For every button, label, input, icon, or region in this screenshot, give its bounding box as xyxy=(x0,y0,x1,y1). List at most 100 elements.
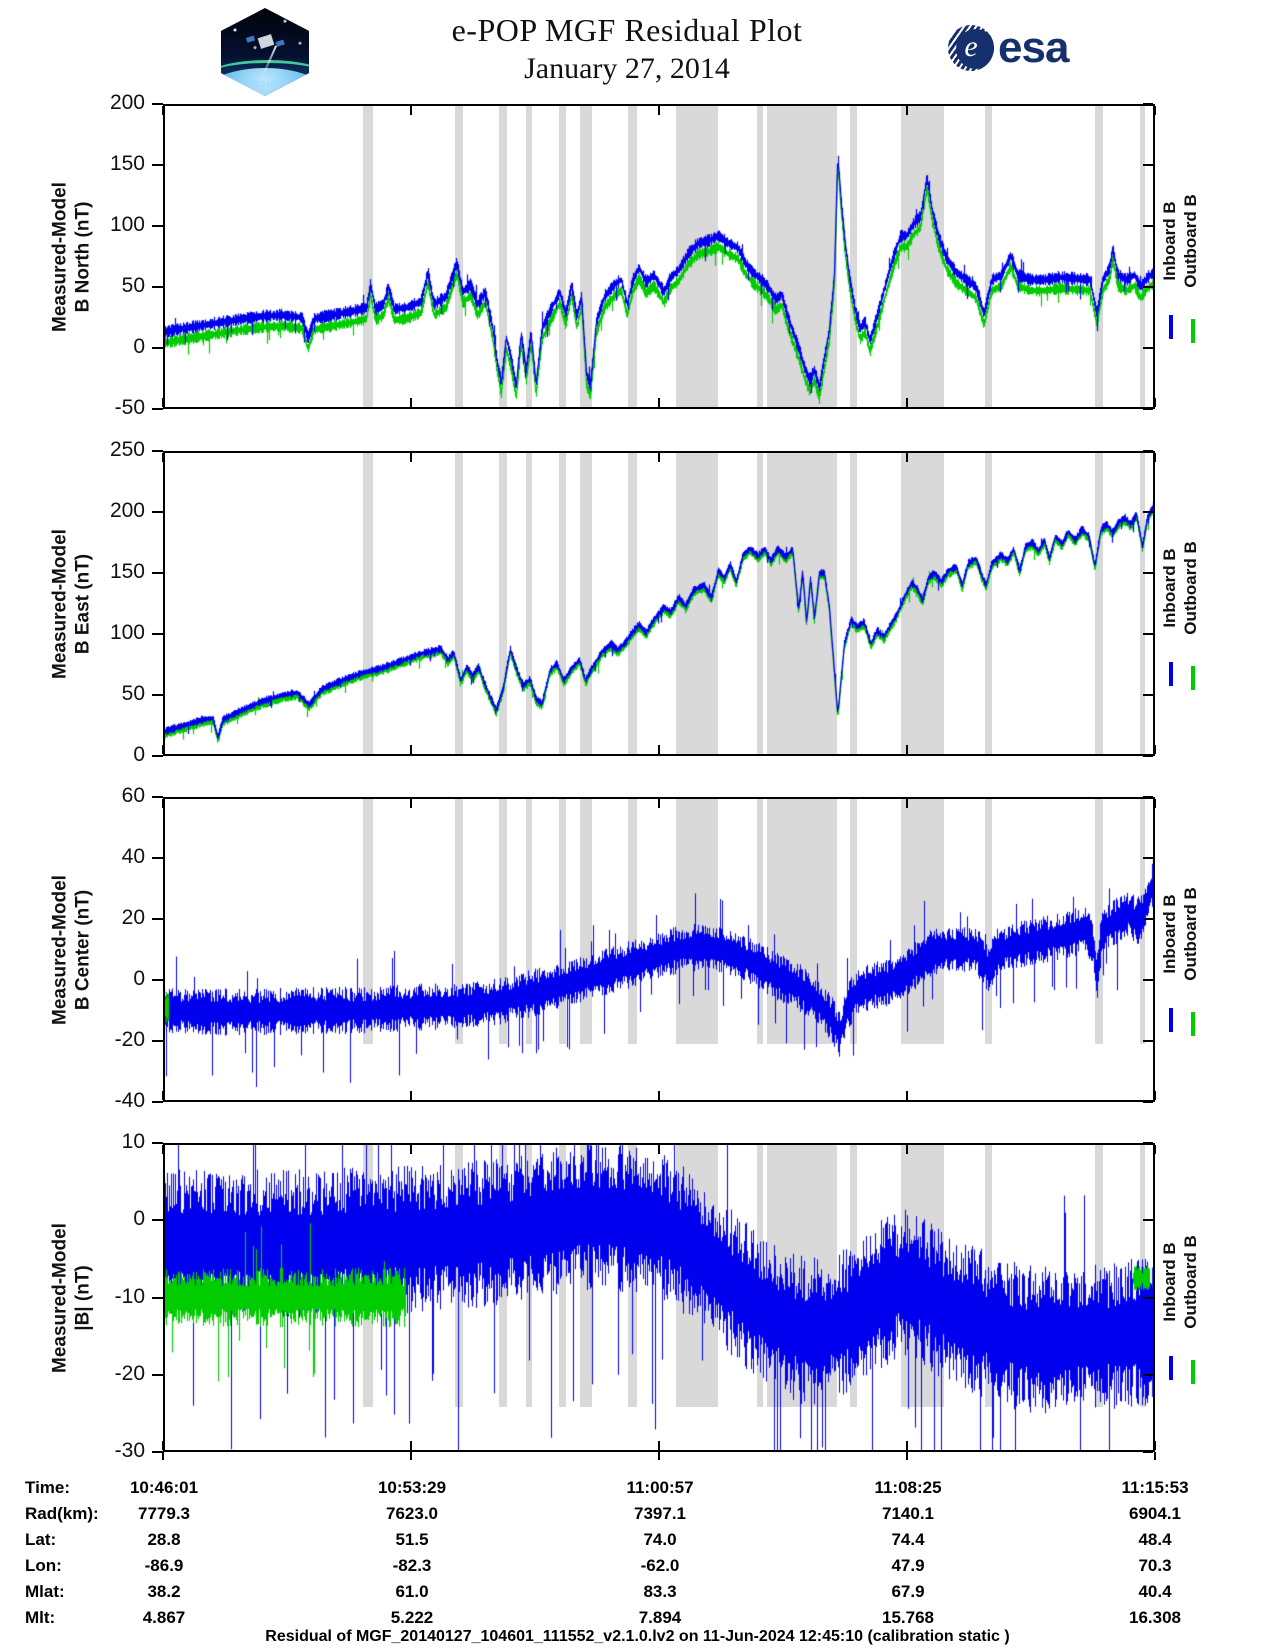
table-cell: 74.4 xyxy=(891,1530,925,1549)
legend-marker-outboard xyxy=(1191,1011,1195,1036)
y-tick-mark-right xyxy=(1143,1451,1153,1453)
x-tick-mark-bottom xyxy=(906,1441,908,1450)
x-tick-mark-outer xyxy=(1154,1452,1156,1460)
y-tick-mark-right xyxy=(1143,572,1153,574)
y-tick-mark-right xyxy=(1143,286,1153,288)
x-tick-mark-bottom xyxy=(410,1441,412,1450)
y-tick-mark-right xyxy=(1143,164,1153,166)
x-tick-mark-top xyxy=(410,1145,412,1154)
x-tick-mark-bottom xyxy=(410,1091,412,1100)
series-canvas-b-center xyxy=(163,797,1155,1102)
y-tick-label: 0 xyxy=(133,967,145,990)
x-tick-mark-outer xyxy=(658,1452,660,1460)
x-tick-mark-top xyxy=(906,1145,908,1154)
series-canvas-b-magnitude xyxy=(163,1143,1155,1452)
table-cell: 48.4 xyxy=(1138,1530,1172,1549)
y-tick-label: 150 xyxy=(109,560,145,583)
y-tick-mark xyxy=(152,164,163,166)
y-tick-label: 200 xyxy=(109,91,145,114)
esa-globe-icon: e xyxy=(948,25,994,71)
legend-marker-outboard xyxy=(1191,1359,1195,1384)
x-tick-mark-outer xyxy=(410,1452,412,1460)
table-cell: 70.3 xyxy=(1138,1556,1172,1575)
y-tick-mark xyxy=(152,1373,163,1376)
cassiope-patch-label: CASSIOPE xyxy=(240,80,290,89)
axes-frame xyxy=(163,451,1155,756)
x-tick-mark-bottom xyxy=(410,398,412,407)
y-tick-mark xyxy=(152,450,163,452)
x-tick-mark-top xyxy=(1154,1145,1156,1154)
x-tick-mark-top xyxy=(906,799,908,808)
table-cell: 74.0 xyxy=(643,1530,677,1549)
table-row-label: Lon: xyxy=(25,1556,62,1575)
x-tick-mark-top xyxy=(162,453,164,462)
y-tick-mark-right xyxy=(1143,225,1153,227)
y-tick-label: -30 xyxy=(114,1439,145,1462)
y-tick-mark xyxy=(152,694,163,696)
y-tick-label: 100 xyxy=(109,621,145,644)
series-canvas-b-east xyxy=(163,451,1155,756)
table-row-label: Mlat: xyxy=(25,1582,65,1601)
y-tick-mark xyxy=(152,633,163,635)
x-tick-mark-top xyxy=(906,106,908,115)
x-tick-mark-bottom xyxy=(906,398,908,407)
y-tick-label: -10 xyxy=(114,1284,145,1308)
table-cell: 67.9 xyxy=(891,1582,925,1601)
table-cell: 28.8 xyxy=(147,1530,181,1549)
panel-b-center: 60 40 20 0 -20 -40 Measured-Model B Center (nT)… xyxy=(49,784,1200,1112)
y-tick-label: 200 xyxy=(109,499,145,522)
y-tick-mark xyxy=(152,1219,163,1222)
y-tick-label: 40 xyxy=(121,845,145,868)
axes-frame xyxy=(163,1143,1155,1452)
x-tick-mark-bottom xyxy=(1154,1091,1156,1100)
y-tick-label: 10 xyxy=(121,1130,145,1153)
y-tick-mark xyxy=(152,1101,163,1103)
y-tick-mark-right xyxy=(1143,450,1153,452)
y-tick-mark-right xyxy=(1143,633,1153,635)
footer-caption: Residual of MGF_20140127_104601_111552_v… xyxy=(265,1628,1010,1645)
table-cell: 61.0 xyxy=(395,1582,429,1601)
x-tick-mark-bottom xyxy=(162,1441,164,1450)
table-cell: 4.867 xyxy=(142,1608,186,1627)
x-tick-mark-bottom xyxy=(658,745,660,754)
y-tick-mark xyxy=(152,1040,163,1042)
y-tick-mark xyxy=(152,1451,163,1453)
x-tick-mark-bottom xyxy=(1154,745,1156,754)
y-tick-label: 0 xyxy=(133,743,145,766)
page-date: January 27, 2014 xyxy=(524,52,730,85)
y-tick-mark xyxy=(152,979,163,981)
table-cell: 15.768 xyxy=(882,1608,934,1627)
esa-wordmark: esa xyxy=(998,23,1069,72)
x-tick-mark-top xyxy=(410,106,412,115)
table-row-label: Lat: xyxy=(25,1530,57,1549)
x-tick-mark-top xyxy=(1154,453,1156,462)
table-row-label: Mlt: xyxy=(25,1608,56,1627)
x-tick-mark-top xyxy=(162,106,164,115)
y-tick-mark xyxy=(152,857,163,859)
legend-marker-outboard xyxy=(1191,318,1195,343)
y-tick-mark xyxy=(152,225,163,227)
table-cell: 5.222 xyxy=(390,1608,434,1627)
table-cell: 10:46:01 xyxy=(129,1478,199,1497)
table-cell: 7140.1 xyxy=(882,1504,934,1523)
x-tick-mark-top xyxy=(410,453,412,462)
y-tick-mark xyxy=(152,572,163,574)
table-cell: -62.0 xyxy=(640,1556,680,1575)
table-cell: 7779.3 xyxy=(138,1504,190,1523)
x-tick-mark-bottom xyxy=(162,745,164,754)
y-tick-label: 250 xyxy=(109,438,145,461)
y-tick-mark-right xyxy=(1143,1219,1153,1222)
y-tick-label: -20 xyxy=(114,1361,145,1385)
y-tick-label: 150 xyxy=(109,152,145,175)
y-tick-mark xyxy=(152,347,163,349)
table-cell: 38.2 xyxy=(147,1582,181,1601)
x-tick-mark-top xyxy=(162,1145,164,1154)
y-tick-mark-right xyxy=(1143,347,1153,349)
x-tick-mark-top xyxy=(658,106,660,115)
y-tick-mark-right xyxy=(1143,1101,1153,1103)
axes-frame xyxy=(163,104,1155,409)
table-cell: 40.4 xyxy=(1138,1582,1172,1601)
